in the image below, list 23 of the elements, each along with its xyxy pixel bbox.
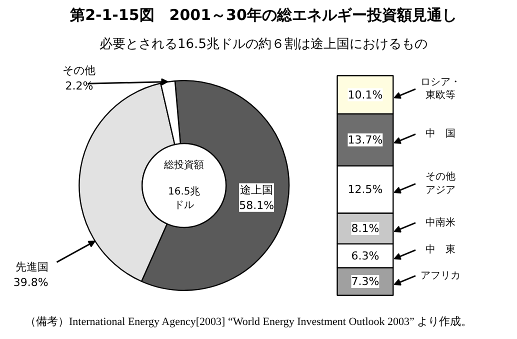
slice-label: 先進国 bbox=[15, 260, 48, 274]
legend-label: 中南米 bbox=[426, 216, 456, 228]
data-label: 39.8% bbox=[13, 276, 48, 290]
data-label: 6.3% bbox=[351, 249, 380, 262]
legend-label: 中 東 bbox=[426, 244, 456, 256]
data-label: 8.1% bbox=[351, 222, 380, 235]
legend-label: アフリカ bbox=[420, 270, 461, 282]
legend-label: ロシア・東欧等 bbox=[420, 76, 461, 102]
text: 総投資額 bbox=[163, 159, 204, 172]
data-label: 10.1% bbox=[348, 88, 383, 102]
data-label: 12.5% bbox=[348, 182, 383, 196]
text: （備考）International Energy Agency[2003] “World Energy Investment Outlook 2003” より作成。 bbox=[25, 314, 472, 330]
legend-label: 中 国 bbox=[426, 128, 456, 140]
text: 16.5兆ドル bbox=[168, 186, 200, 211]
data-label: 7.3% bbox=[351, 275, 380, 288]
data-label: 13.7% bbox=[348, 133, 383, 146]
chart-subtitle: 必要とされる16.5兆ドルの約６割は途上国におけるもの bbox=[100, 36, 428, 54]
chart-title: 第2-1-15図 2001～30年の総エネルギー投資額見通し bbox=[70, 5, 457, 26]
data-label: 2.2% bbox=[65, 80, 94, 93]
data-label: 58.1% bbox=[239, 198, 274, 212]
legend-label: その他アジア bbox=[426, 170, 456, 196]
slice-label: 途上国 bbox=[240, 183, 274, 196]
slice-label: その他 bbox=[62, 64, 96, 78]
